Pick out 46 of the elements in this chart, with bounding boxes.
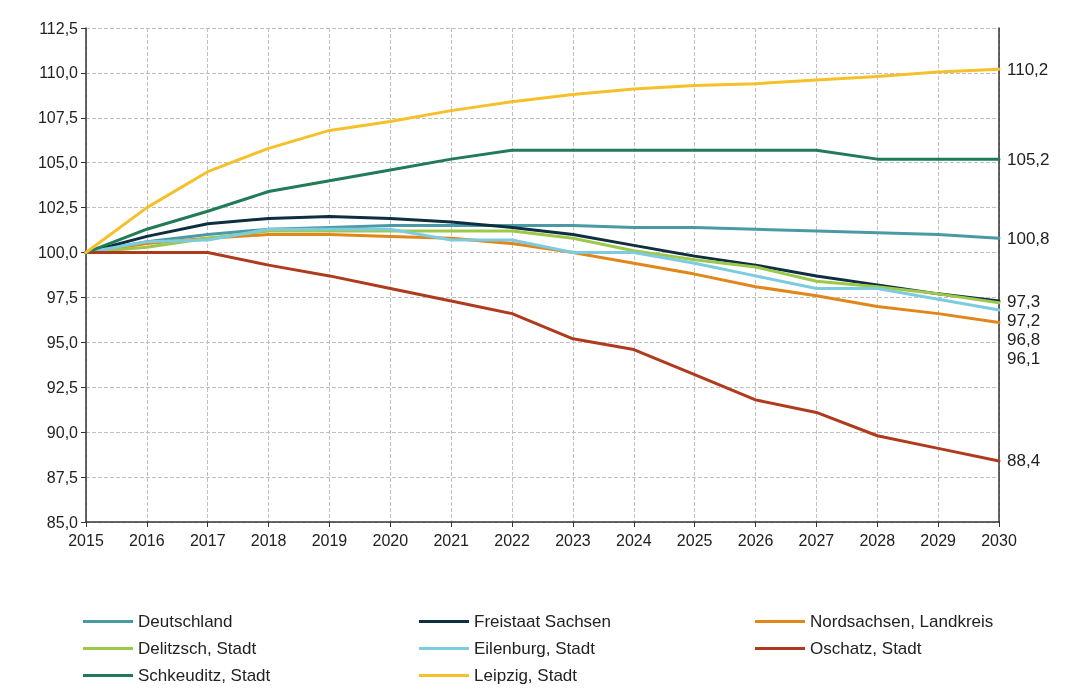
- data-label: 97,3: [1007, 291, 1041, 311]
- data-label: 97,2: [1007, 310, 1041, 330]
- x-tick-label: 2023: [555, 531, 591, 549]
- y-tick-label: 95,0: [46, 333, 79, 351]
- x-tick-label: 2027: [798, 531, 835, 549]
- x-tick-label: 2029: [920, 531, 957, 549]
- y-tick-label: 92,5: [46, 378, 79, 396]
- x-tick-label: 2016: [129, 531, 165, 549]
- legend-label: Freistaat Sachsen: [474, 612, 612, 631]
- x-tick-label: 2024: [616, 531, 652, 549]
- legend-label: Leipzig, Stadt: [474, 666, 578, 685]
- y-tick-label: 85,0: [46, 513, 79, 531]
- y-tick-label: 110,0: [39, 64, 79, 82]
- x-tick-label: 2025: [676, 531, 713, 549]
- x-tick-label: 2021: [433, 531, 470, 549]
- x-tick-label: 2018: [250, 531, 287, 549]
- y-tick-label: 90,0: [46, 423, 79, 441]
- line-series: [84, 148, 1001, 255]
- legend-label: Oschatz, Stadt: [810, 639, 922, 658]
- y-tick-label: 102,5: [37, 199, 79, 217]
- y-tick-label: 100,0: [37, 244, 79, 262]
- x-tick-label: 2026: [737, 531, 774, 549]
- legend-label: Nordsachsen, Landkreis: [810, 612, 994, 631]
- legend-label: Deutschland: [138, 612, 233, 631]
- x-tick-label: 2028: [859, 531, 896, 549]
- data-label: 100,8: [1007, 228, 1050, 248]
- y-tick-label: 107,5: [37, 109, 79, 127]
- y-tick-label: 112,5: [39, 19, 79, 37]
- x-tick-label: 2020: [372, 531, 409, 549]
- legend-label: Eilenburg, Stadt: [474, 639, 596, 658]
- x-tick-label: 2015: [68, 531, 104, 549]
- x-tick-label: 2017: [189, 531, 226, 549]
- legend-label: Schkeuditz, Stadt: [138, 666, 271, 685]
- x-tick-label: 2019: [311, 531, 348, 549]
- data-label: 105,2: [1007, 149, 1050, 169]
- x-tick-label: 2030: [981, 531, 1017, 549]
- data-label: 88,4: [1007, 451, 1041, 471]
- x-tick-label: 2022: [494, 531, 530, 549]
- legend-label: Delitzsch, Stadt: [138, 639, 257, 658]
- y-tick-label: 105,0: [37, 154, 79, 172]
- y-tick-label: 87,5: [46, 468, 79, 486]
- line-series: [84, 67, 1001, 255]
- data-label: 110,2: [1007, 59, 1049, 79]
- data-label: 96,8: [1007, 329, 1041, 349]
- y-tick-label: 97,5: [46, 288, 79, 306]
- data-label: 96,1: [1007, 348, 1041, 368]
